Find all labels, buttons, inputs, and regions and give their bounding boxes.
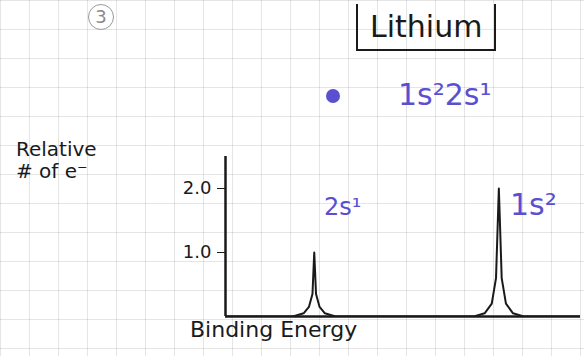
html-text:1s²2s¹: 1s²2s¹: [398, 77, 492, 112]
html-text:Binding Energy: Binding Energy: [190, 317, 358, 342]
html-text:Lithium: Lithium: [370, 9, 483, 44]
svg-text:1.0: 1.0: [183, 241, 212, 262]
html-text:2s¹: 2s¹: [324, 193, 362, 221]
html-text:1s²: 1s²: [510, 187, 557, 222]
svg-text:2.0: 2.0: [183, 177, 212, 198]
html-text:Relative # of e⁻: Relative # of e⁻: [16, 137, 97, 183]
html-text:3: 3: [95, 6, 107, 27]
